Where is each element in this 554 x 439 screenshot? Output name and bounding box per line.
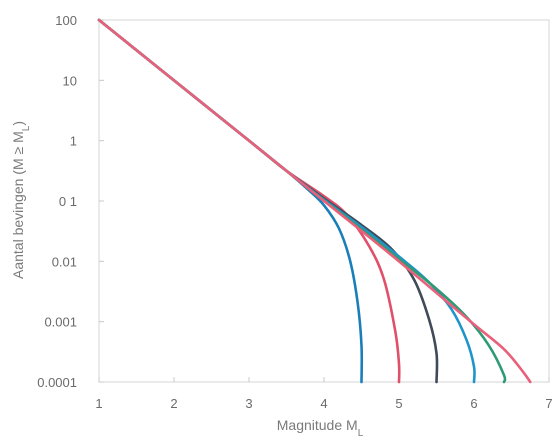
y-axis-title: Aantal bevingen (M ≥ ML) (10, 121, 32, 279)
x-tick-label: 3 (245, 396, 252, 411)
x-tick-label: 4 (320, 396, 327, 411)
y-tick-label: 0.01 (52, 254, 77, 269)
x-axis-title-text: Magnitude M (277, 417, 358, 433)
x-tick-label: 1 (95, 396, 102, 411)
x-axis: 1 2 3 4 5 6 7 (95, 377, 553, 411)
y-axis-title-subscript: L (21, 125, 32, 131)
x-tick-label: 5 (395, 396, 402, 411)
x-axis-title-subscript: L (358, 428, 364, 439)
curve-line-2 (97, 18, 401, 384)
y-axis-title-text: Aantal bevingen (M ≥ M (10, 131, 26, 279)
y-tick-label: 100 (55, 13, 77, 28)
y-axis-title-end: ) (10, 121, 26, 126)
x-tick-label: 2 (170, 396, 177, 411)
curve-line-6 (97, 18, 532, 384)
y-tick-label: 1 (70, 134, 77, 149)
curve-line-5 (97, 18, 507, 384)
y-axis: 100 10 1 0 1 0.01 0.001 0.0001 (37, 13, 104, 390)
y-tick-label: 0 1 (59, 194, 77, 209)
y-tick-label: 10 (63, 73, 77, 88)
x-tick-label: 6 (470, 396, 477, 411)
y-tick-label: 0.001 (44, 315, 77, 330)
curve-line-4 (97, 18, 476, 384)
curves (97, 18, 532, 384)
curve-line-3 (97, 18, 439, 384)
x-tick-label: 7 (545, 396, 552, 411)
y-tick-label: 0.0001 (37, 375, 77, 390)
x-axis-title: Magnitude ML (277, 417, 364, 439)
